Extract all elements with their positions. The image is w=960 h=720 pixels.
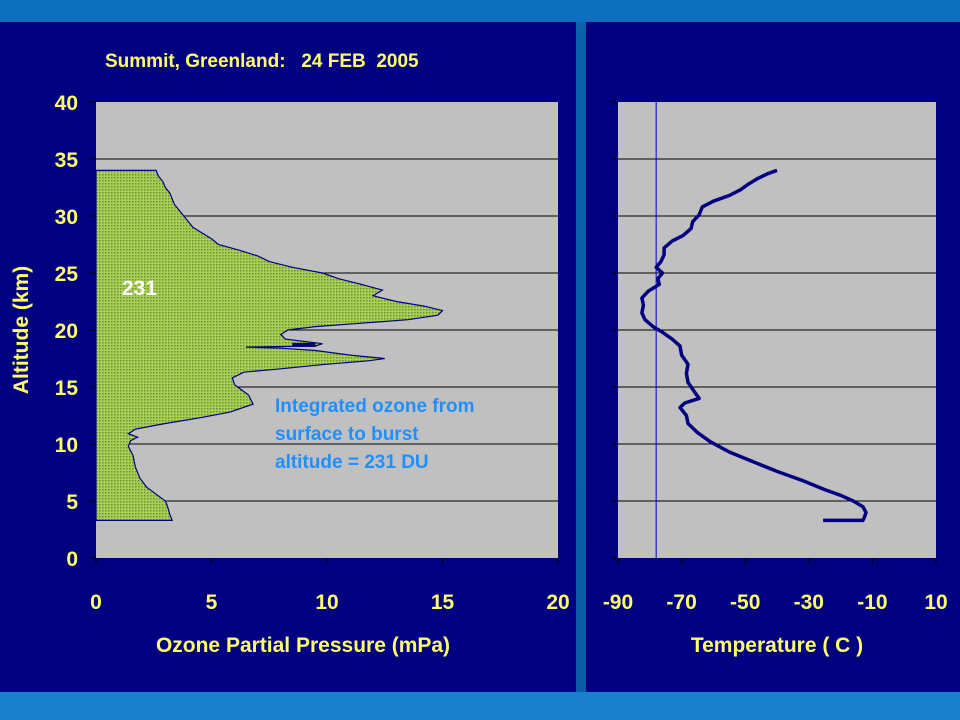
ozone-x-tick-label: 5 bbox=[206, 591, 218, 614]
ozone-x-tick-label: 10 bbox=[315, 591, 338, 614]
temperature-profile-line bbox=[640, 168, 868, 523]
ozone-y-tick-label: 25 bbox=[55, 263, 79, 286]
annotation-line-2: surface to burst bbox=[275, 424, 419, 445]
ozone-y-tick-label: 15 bbox=[55, 377, 79, 400]
temperature-y-tick-marks bbox=[612, 101, 618, 559]
temperature-x-tick-label: -90 bbox=[603, 591, 633, 614]
temperature-x-tick-label: 10 bbox=[924, 591, 947, 614]
ozone-x-ticks: 0 5 10 15 20 bbox=[90, 558, 570, 614]
top-bar bbox=[0, 0, 960, 22]
temperature-x-tick-label: -70 bbox=[666, 591, 696, 614]
temperature-x-tick-label: -50 bbox=[730, 591, 760, 614]
ozone-y-tick-label: 20 bbox=[55, 320, 78, 343]
temperature-x-tick-label: -10 bbox=[857, 591, 887, 614]
ozone-y-tick-label: 30 bbox=[55, 206, 78, 229]
chart-title: Summit, Greenland: 24 FEB 2005 bbox=[105, 51, 419, 72]
bottom-bar bbox=[0, 692, 960, 720]
ozone-profile-area bbox=[95, 169, 444, 522]
annotation-line-3: altitude = 231 DU bbox=[275, 452, 429, 473]
ozone-x-axis-label: Ozone Partial Pressure (mPa) bbox=[156, 634, 450, 657]
temperature-x-ticks: -90 -70 -50 -30 -10 10 bbox=[603, 558, 948, 614]
annotation-line-1: Integrated ozone from bbox=[275, 396, 475, 417]
ozone-y-tick-label: 5 bbox=[66, 491, 78, 514]
ozone-y-tick-label: 40 bbox=[55, 92, 78, 115]
temperature-x-tick-label: -30 bbox=[794, 591, 824, 614]
temperature-x-axis-label: Temperature ( C ) bbox=[691, 634, 863, 657]
ozone-y-tick-label: 10 bbox=[55, 434, 78, 457]
plot-label-231: 231 bbox=[122, 277, 157, 300]
temperature-gridlines bbox=[618, 158, 936, 502]
ozone-x-tick-label: 15 bbox=[431, 591, 455, 614]
ozone-y-tick-label: 0 bbox=[66, 548, 78, 571]
ozone-y-tick-label: 35 bbox=[55, 149, 79, 172]
ozone-y-axis-label: Altitude (km) bbox=[10, 266, 33, 394]
ozone-x-tick-label: 0 bbox=[90, 591, 102, 614]
ozone-x-tick-label: 20 bbox=[546, 591, 569, 614]
ozone-y-ticks: 0 5 10 15 20 25 30 35 40 bbox=[55, 92, 96, 571]
ozone-gridlines bbox=[96, 158, 558, 502]
